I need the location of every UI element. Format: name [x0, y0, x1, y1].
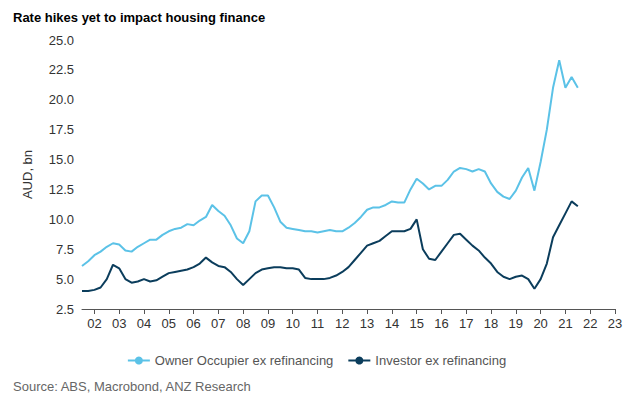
- svg-text:18: 18: [484, 316, 498, 331]
- svg-text:12: 12: [335, 316, 349, 331]
- svg-text:AUD, bn: AUD, bn: [20, 150, 35, 199]
- svg-text:2.5: 2.5: [56, 302, 74, 317]
- svg-text:15.0: 15.0: [49, 152, 74, 167]
- svg-text:11: 11: [311, 316, 325, 331]
- svg-text:5.0: 5.0: [56, 272, 74, 287]
- svg-text:22: 22: [583, 316, 597, 331]
- svg-text:Investor ex refinancing: Investor ex refinancing: [375, 353, 506, 368]
- svg-text:15: 15: [409, 316, 423, 331]
- svg-text:09: 09: [261, 316, 275, 331]
- svg-text:05: 05: [162, 316, 176, 331]
- svg-text:19: 19: [509, 316, 523, 331]
- svg-text:17.5: 17.5: [49, 122, 74, 137]
- svg-text:20: 20: [533, 316, 547, 331]
- svg-text:7.5: 7.5: [56, 242, 74, 257]
- svg-text:23: 23: [608, 316, 622, 331]
- svg-text:13: 13: [360, 316, 374, 331]
- svg-text:17: 17: [459, 316, 473, 331]
- svg-text:07: 07: [211, 316, 225, 331]
- svg-text:Owner Occupier ex refinancing: Owner Occupier ex refinancing: [155, 353, 333, 368]
- svg-text:22.5: 22.5: [49, 62, 74, 77]
- svg-text:03: 03: [112, 316, 126, 331]
- svg-text:20.0: 20.0: [49, 92, 74, 107]
- svg-text:21: 21: [558, 316, 572, 331]
- svg-text:12.5: 12.5: [49, 182, 74, 197]
- svg-text:16: 16: [434, 316, 448, 331]
- svg-text:06: 06: [186, 316, 200, 331]
- svg-text:04: 04: [137, 316, 151, 331]
- svg-text:02: 02: [87, 316, 101, 331]
- svg-text:10: 10: [285, 316, 299, 331]
- svg-text:Rate hikes yet to impact housi: Rate hikes yet to impact housing finance: [13, 10, 265, 25]
- svg-text:25.0: 25.0: [49, 33, 74, 48]
- svg-text:10.0: 10.0: [49, 212, 74, 227]
- svg-text:Source: ABS, Macrobond, ANZ Re: Source: ABS, Macrobond, ANZ Research: [13, 379, 251, 394]
- svg-text:08: 08: [236, 316, 250, 331]
- svg-text:14: 14: [385, 316, 399, 331]
